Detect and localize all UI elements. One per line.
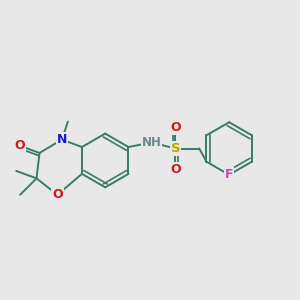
Text: NH: NH (142, 136, 161, 149)
Text: O: O (170, 163, 181, 176)
Text: O: O (170, 121, 181, 134)
Text: N: N (57, 133, 67, 146)
Text: S: S (171, 142, 180, 155)
Text: O: O (52, 188, 63, 201)
Text: O: O (14, 139, 25, 152)
Text: F: F (225, 168, 233, 181)
